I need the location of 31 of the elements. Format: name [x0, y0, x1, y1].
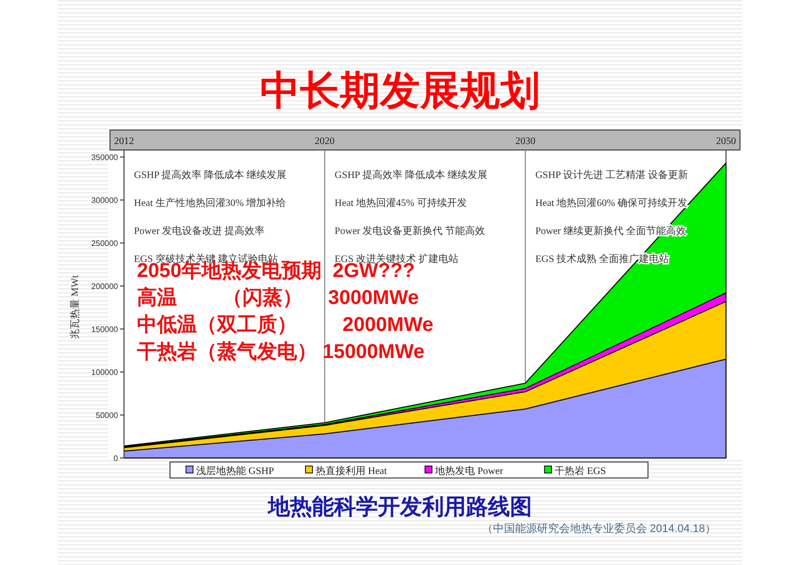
annotation: Heat 生产性地热回灌30% 增加补给	[134, 197, 286, 209]
annotation: Power 发电设备更新换代 节能高效	[334, 225, 486, 237]
y-tick-label: 150000	[91, 325, 119, 334]
legend-label: 干热岩 EGS	[554, 465, 606, 477]
annotation: GSHP 提高效率 降低成本 继续发展	[334, 169, 488, 181]
y-tick-label: 50000	[96, 411, 119, 420]
annotation: 高温 （闪蒸） 3000MWe	[137, 286, 419, 309]
text: （中国能源研究会地热专业委员会 2014.04.18）	[482, 522, 716, 535]
y-tick-label: 300000	[91, 196, 119, 205]
y-tick-label: 100000	[91, 368, 119, 377]
annotation: GSHP 设计先进 工艺精湛 设备更新	[535, 169, 688, 181]
y-tick-label: 0	[114, 454, 119, 463]
annotation: GSHP 提高效率 降低成本 继续发展	[134, 169, 287, 181]
y-axis-title: 兆瓦热量 MWt	[69, 274, 81, 339]
annotation: Heat 地热回灌45% 可持续开发	[334, 197, 467, 209]
y-tick-label: 350000	[91, 153, 119, 162]
x-tick-label: 2012	[114, 136, 134, 147]
legend-label: 地热发电 Power	[434, 465, 504, 477]
x-tick-label: 2050	[716, 136, 736, 147]
chart-title: 中长期发展规划	[260, 69, 540, 113]
x-tick-label: 2020	[314, 136, 335, 147]
y-tick-label: 200000	[91, 282, 119, 291]
y-tick-label: 250000	[91, 239, 119, 248]
annotation: Heat 地热回灌60% 确保可持续开发	[535, 197, 688, 209]
legend-label: 浅层地热能 GSHP	[196, 465, 275, 477]
annotation: 干热岩（蒸气发电） 15000MWe	[136, 341, 424, 363]
annotation: 中低温（双工质） 2000MWe	[137, 313, 434, 336]
legend-label: 热直接利用 Heat	[316, 465, 388, 477]
annotation: Power 发电设备改进 提高效率	[134, 225, 265, 237]
text: 地热能科学开发利用路线图	[267, 494, 532, 519]
x-tick-label: 2030	[515, 136, 536, 147]
